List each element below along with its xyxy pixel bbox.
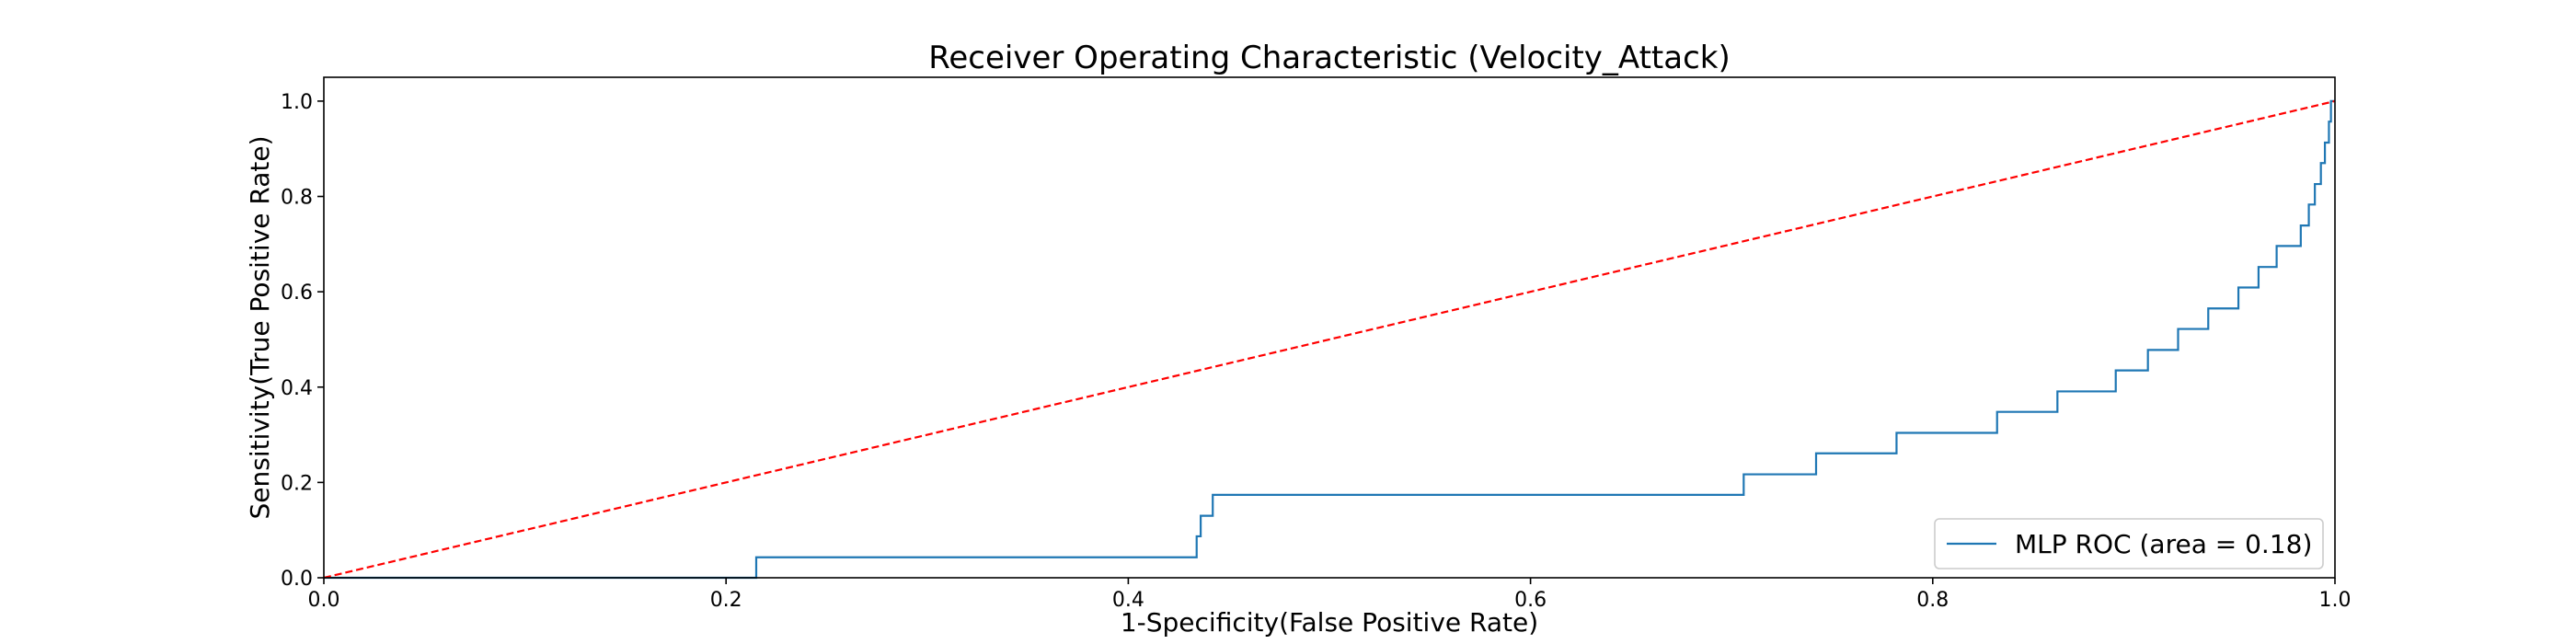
y-tick-label: 1.0 <box>281 91 313 114</box>
legend-box <box>1934 518 2324 569</box>
legend-label: MLP ROC (area = 0.18) <box>2015 529 2312 559</box>
axes-frame <box>323 76 2336 579</box>
y-tick-label: 0.0 <box>281 568 313 591</box>
plot-background <box>324 77 2335 578</box>
y-axis-title: Sensitivity(True Positive Rate) <box>245 135 275 519</box>
series-layer <box>323 99 2336 580</box>
x-tick-label: 0.2 <box>710 589 742 612</box>
x-tick-label: 0.0 <box>308 589 340 612</box>
reference-diagonal-line <box>323 99 2336 580</box>
plot-area <box>324 77 2335 578</box>
series-line-0 <box>324 99 2335 580</box>
legend: MLP ROC (area = 0.18) <box>1934 518 2324 569</box>
x-tick-label: 0.6 <box>1514 589 1547 612</box>
y-tick-label: 0.2 <box>281 472 313 495</box>
y-tick-label: 0.8 <box>281 187 313 210</box>
x-tick-label: 0.8 <box>1916 589 1949 612</box>
y-tick-label: 0.6 <box>281 282 313 305</box>
axes-layer: 0.0 0.2 0.4 0.6 0.8 1.0 0.0 0.2 0.4 0.6 0.8 1.0 <box>281 76 2352 612</box>
x-tick-label: 0.4 <box>1112 589 1144 612</box>
chart-title: Receiver Operating Characteristic (Veloc… <box>928 40 1730 76</box>
x-axis-title: 1-Specificity(False Positive Rate) <box>1121 607 1538 638</box>
x-tick-label: 1.0 <box>2319 589 2352 612</box>
y-tick-label: 0.4 <box>281 377 313 400</box>
